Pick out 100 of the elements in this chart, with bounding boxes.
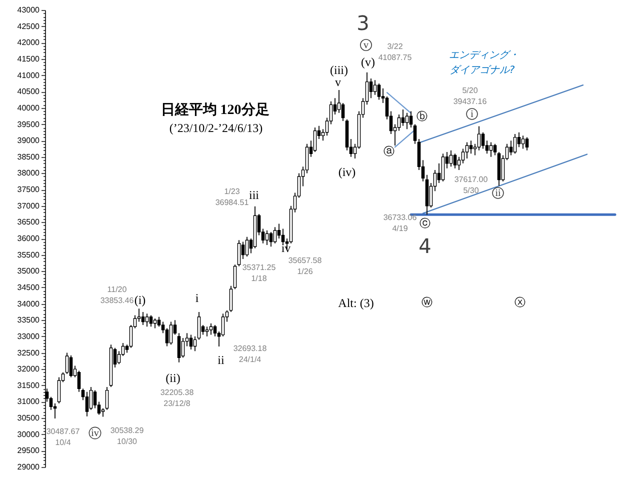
candlestick	[461, 148, 465, 164]
y-tick-label: 42000	[17, 38, 40, 48]
annotation: 35371.25 1/18	[242, 263, 276, 283]
annotation: v	[364, 40, 368, 51]
candlestick	[413, 124, 417, 144]
annotation: v	[335, 75, 341, 89]
annotation: 3/22 41087.75	[378, 42, 412, 62]
annotation: 30538.29 10/30	[110, 426, 144, 446]
annotation: (v)	[361, 55, 375, 69]
text: (’23/10/2-’24/6/13)	[169, 121, 263, 135]
y-tick-label: 33500	[17, 316, 40, 325]
y-tick-label: 29500	[17, 446, 40, 456]
annotation: ⓐ	[384, 145, 394, 158]
candlestick	[57, 376, 61, 404]
annotation: i	[195, 291, 200, 305]
candlestick	[409, 110, 413, 128]
annotation: ダイアゴナル?	[449, 64, 516, 76]
y-tick-label: 37000	[17, 201, 40, 210]
annotation: 32693.18 24/1/4	[233, 344, 268, 364]
candlestick	[341, 102, 345, 122]
y-tick-label: 37500	[17, 185, 40, 194]
annotation: 11/20 33853.46	[100, 285, 134, 305]
candlestick	[189, 334, 193, 350]
candlestick	[105, 386, 109, 410]
annotation: ii	[218, 353, 225, 367]
candlestick	[245, 236, 249, 257]
candlestick	[449, 150, 453, 168]
y-tick-label: 32500	[17, 348, 40, 358]
candlestick	[369, 78, 373, 99]
y-tick-label: 31000	[17, 397, 40, 406]
candlestick	[493, 143, 497, 156]
y-tick-label: 39500	[17, 120, 40, 129]
candlestick	[401, 109, 405, 126]
annotation: 32205.38 23/12/8	[160, 388, 194, 408]
candlestick	[521, 135, 525, 150]
y-tick-label: 31500	[17, 380, 40, 390]
candlestick	[197, 311, 201, 340]
candlestick	[277, 223, 281, 239]
candlestick	[181, 338, 185, 358]
candlestick	[525, 136, 529, 151]
candlestick	[233, 264, 237, 290]
annotation: 37617.00 5/30	[454, 175, 488, 195]
annotation: 30487.67 10/4	[46, 427, 80, 447]
candlestick	[237, 240, 241, 267]
annotation: iv	[91, 428, 99, 439]
candlestick	[165, 328, 169, 347]
candlestick	[229, 285, 233, 312]
annotation: エンディング・	[449, 50, 519, 61]
candlestick	[77, 370, 81, 392]
candlestick	[397, 114, 401, 132]
annotation: ii	[495, 188, 501, 199]
candlestick	[177, 332, 181, 363]
annotation: 1/23 36984.51	[215, 187, 250, 207]
annotation: 35657.58 1/26	[288, 256, 322, 276]
candlestick	[453, 153, 457, 169]
y-tick-label: 42500	[17, 22, 40, 31]
candlestick	[169, 321, 173, 346]
annotation: i	[470, 109, 474, 120]
candlestick	[193, 336, 197, 352]
candlestick	[481, 132, 485, 150]
candlestick	[513, 134, 517, 154]
y-tick-label: 43000	[17, 6, 40, 14]
candlestick	[305, 143, 309, 174]
y-tick-label: 39000	[17, 136, 40, 146]
annotation: iii	[248, 188, 260, 202]
y-tick-label: 38000	[17, 168, 40, 178]
y-tick-label: 34000	[17, 299, 40, 308]
annotation: 3	[356, 11, 370, 35]
candlestick	[157, 316, 161, 328]
annotation: 5/20 39437.16	[453, 86, 488, 106]
annotation: ⓦ	[422, 296, 432, 309]
annotation: Alt: (3)	[338, 296, 374, 310]
candlestick	[313, 127, 317, 152]
y-tick-label: 33000	[17, 332, 40, 341]
y-tick-label: 30000	[17, 430, 40, 439]
y-tick-label: 36000	[17, 234, 40, 243]
candlestick	[477, 126, 481, 151]
annotation: 36733.06 4/19	[383, 213, 418, 233]
candlestick	[205, 326, 209, 337]
y-tick-label: 38500	[17, 152, 40, 162]
candlestick	[465, 142, 469, 159]
candlestick	[405, 112, 409, 130]
text: 日経平均 120分足	[160, 102, 270, 118]
y-tick-label: 40500	[17, 87, 40, 96]
annotation: (iii)	[330, 63, 348, 77]
candlestick	[265, 230, 269, 246]
candlestick	[89, 386, 93, 410]
annotation: 4	[418, 234, 432, 258]
y-tick-label: 36500	[17, 218, 40, 227]
y-tick-label: 41000	[17, 70, 40, 80]
candlestick	[145, 313, 149, 328]
annotation: ⓧ	[514, 296, 526, 309]
candlestick	[221, 313, 225, 337]
y-tick-label: 41500	[17, 54, 40, 64]
candlestick	[281, 228, 285, 246]
annotation: (i)	[134, 293, 146, 307]
candlestick	[373, 80, 377, 96]
candlestick	[469, 140, 473, 154]
candlestick	[209, 322, 213, 336]
candlestick	[69, 354, 73, 378]
